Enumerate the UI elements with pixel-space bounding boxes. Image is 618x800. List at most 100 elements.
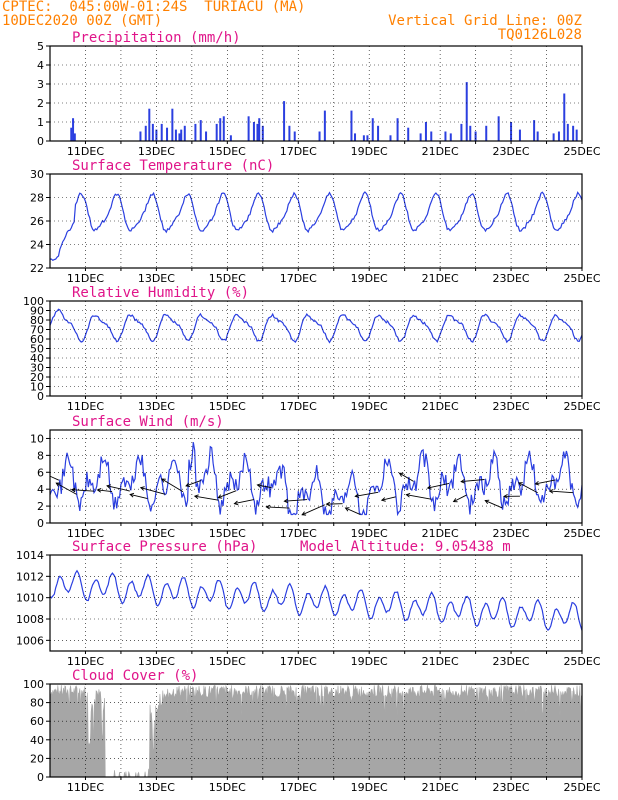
x-tick-label: 17DEC bbox=[280, 527, 317, 540]
wind-arrow-head bbox=[256, 483, 262, 488]
precip-bar bbox=[518, 129, 521, 141]
precip-bar bbox=[497, 116, 500, 141]
wind-arrow-head bbox=[217, 494, 223, 499]
wind-arrow bbox=[325, 501, 343, 507]
precip-bar bbox=[293, 131, 296, 141]
wind-arrow-head bbox=[344, 507, 350, 512]
y-tick-label: 2 bbox=[37, 97, 44, 110]
wind-arrow-shaft bbox=[518, 482, 538, 494]
precip-bar bbox=[148, 108, 151, 141]
wind-arrow bbox=[301, 504, 326, 516]
x-tick-label: 25DEC bbox=[563, 272, 600, 285]
precip-bar bbox=[144, 125, 147, 141]
y-tick-label: 2 bbox=[37, 500, 44, 513]
y-tick-label: 0 bbox=[37, 135, 44, 148]
wind-arrow-head bbox=[129, 492, 135, 498]
wind-arrow bbox=[106, 484, 130, 492]
x-tick-label: 13DEC bbox=[138, 272, 175, 285]
wind-arrow-head bbox=[139, 486, 145, 491]
model-altitude-label: Model Altitude: 9.05438 m bbox=[300, 539, 511, 555]
wind-arrow bbox=[398, 472, 414, 482]
y-tick-label: 80 bbox=[30, 314, 44, 327]
y-tick-label: 30 bbox=[30, 168, 44, 181]
wind-arrow-head bbox=[452, 498, 458, 503]
y-tick-label: 1 bbox=[37, 116, 44, 129]
wind-arrow bbox=[129, 492, 148, 499]
wind-arrow-head bbox=[325, 501, 331, 507]
x-tick-label: 17DEC bbox=[280, 400, 317, 413]
wind-arrow bbox=[256, 483, 272, 489]
wind-arrow-head bbox=[185, 482, 191, 487]
x-tick-label: 23DEC bbox=[493, 655, 530, 668]
wind-arrow-shaft bbox=[461, 479, 485, 483]
y-tick-label: 3 bbox=[37, 78, 44, 91]
x-tick-label: 19DEC bbox=[351, 527, 388, 540]
wind-arrow-head bbox=[96, 488, 102, 493]
y-tick-label: 6 bbox=[37, 466, 44, 479]
y-tick-label: 60 bbox=[30, 333, 44, 346]
wind-arrow-head bbox=[161, 478, 166, 483]
x-tick-label: 21DEC bbox=[422, 145, 459, 158]
precip-bar bbox=[566, 123, 569, 141]
x-tick-label: 23DEC bbox=[493, 781, 530, 794]
precip-bar bbox=[252, 122, 255, 141]
y-tick-label: 0 bbox=[37, 517, 44, 530]
precip-bar bbox=[465, 82, 468, 141]
precip-bar bbox=[205, 131, 208, 141]
precip-bar bbox=[563, 93, 566, 141]
wind-arrow bbox=[50, 475, 60, 481]
y-tick-label: 4 bbox=[37, 59, 44, 72]
precip-bar bbox=[510, 122, 513, 141]
precip-bar bbox=[362, 135, 365, 141]
panel-frame bbox=[49, 683, 583, 778]
wind-arrow-shaft bbox=[257, 484, 272, 489]
wind-arrow-shaft bbox=[453, 494, 467, 503]
y-tick-label: 24 bbox=[30, 239, 44, 252]
wind-arrow-shaft bbox=[56, 482, 77, 495]
wind-arrow-shaft bbox=[301, 504, 326, 516]
x-tick-label: 17DEC bbox=[280, 655, 317, 668]
wind-arrow-shaft bbox=[485, 500, 503, 509]
y-tick-label: 50 bbox=[30, 343, 44, 356]
precip-bar bbox=[572, 125, 575, 141]
wind-arrow-head bbox=[534, 480, 540, 486]
wind-arrow-shaft bbox=[185, 480, 201, 487]
y-tick-label: 60 bbox=[30, 715, 44, 728]
x-tick-label: 15DEC bbox=[209, 145, 246, 158]
y-tick-label: 1010 bbox=[16, 592, 44, 605]
precip-bar bbox=[444, 131, 447, 141]
x-tick-label: 17DEC bbox=[280, 781, 317, 794]
y-tick-label: 100 bbox=[23, 678, 44, 691]
y-tick-label: 0 bbox=[37, 771, 44, 784]
precip-bar bbox=[288, 125, 291, 141]
wind-arrow bbox=[426, 483, 450, 490]
wind-arrow-shaft bbox=[140, 487, 166, 495]
precip-bar bbox=[155, 129, 158, 141]
wind-arrow-head bbox=[354, 493, 360, 499]
wind-arrow-shaft bbox=[97, 489, 113, 492]
y-tick-label: 22 bbox=[30, 262, 44, 275]
precip-bar bbox=[171, 108, 174, 141]
wind-arrow-shaft bbox=[355, 491, 379, 497]
x-tick-label: 11DEC bbox=[67, 145, 104, 158]
panel-cloud: 0 20 40 60 80 100 11DEC 13DEC 15DEC 17DEC 19DEC 21D… bbox=[23, 668, 601, 794]
wind-arrow bbox=[344, 507, 361, 515]
panel-temperature: 22 24 26 28 30 11DEC 13DEC 15DEC 17DEC 19DEC 21DEC… bbox=[30, 158, 601, 285]
precip-bar bbox=[283, 101, 286, 141]
wind-arrow bbox=[161, 478, 184, 493]
x-tick-label: 13DEC bbox=[138, 145, 175, 158]
wind-arrow bbox=[452, 494, 467, 503]
precip-bar bbox=[219, 118, 222, 141]
wind-arrow-head bbox=[265, 504, 271, 510]
wind-arrow bbox=[233, 499, 255, 506]
precip-bar bbox=[318, 131, 321, 141]
wind-arrow-shaft bbox=[266, 506, 290, 509]
wind-arrow bbox=[503, 494, 520, 499]
temperature-series-line bbox=[50, 191, 582, 262]
y-tick-label: 5 bbox=[37, 40, 44, 53]
x-tick-label: 13DEC bbox=[138, 781, 175, 794]
precip-bar bbox=[449, 133, 452, 141]
precip-bar bbox=[575, 129, 578, 141]
panel-title: Relative Humidity (%) bbox=[72, 285, 249, 301]
